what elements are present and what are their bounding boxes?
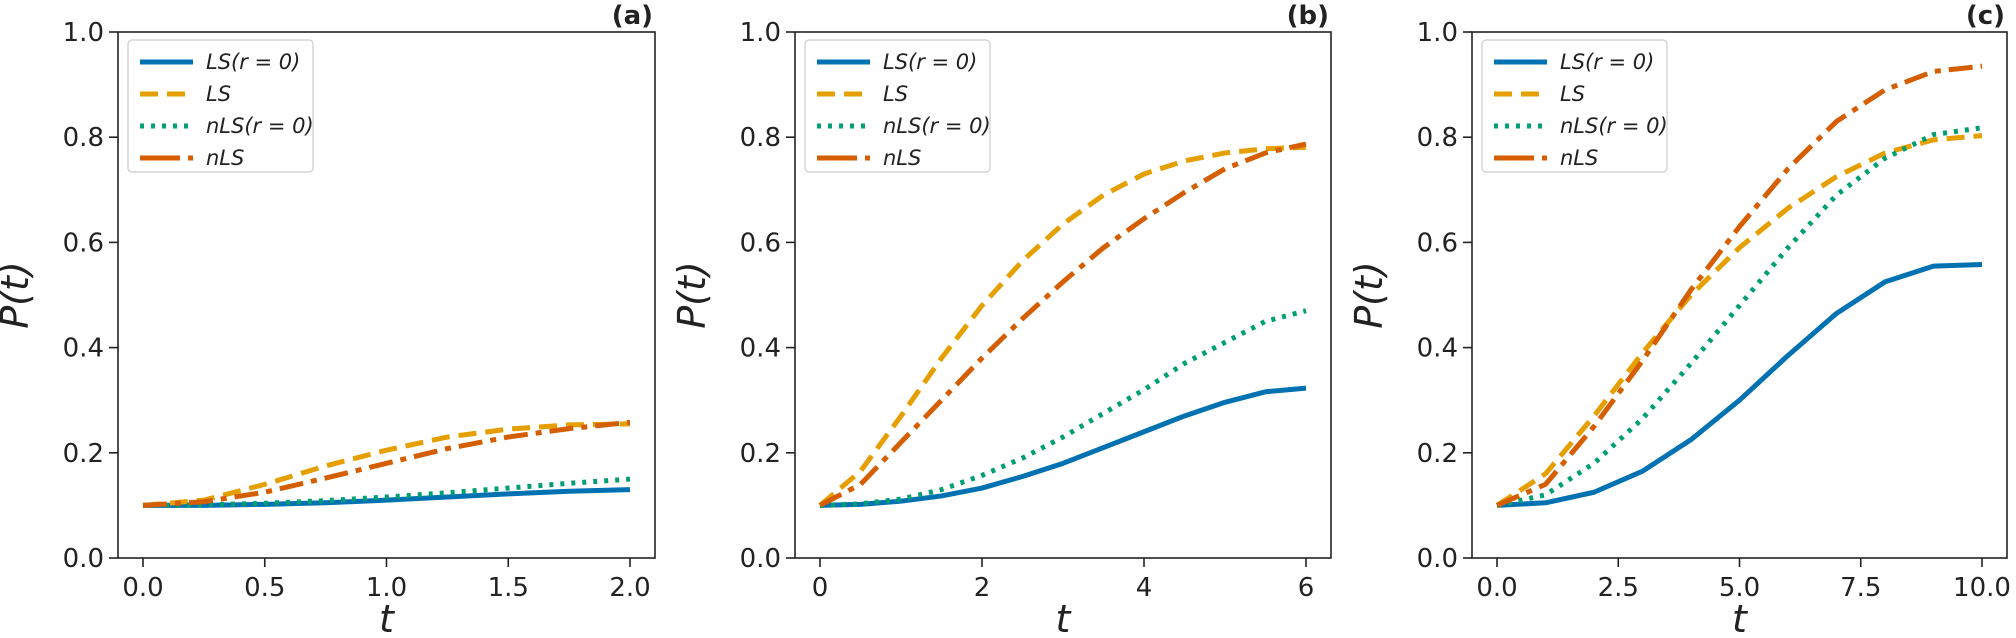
y-tick-label: 0.8 — [740, 123, 781, 153]
y-axis-label: P(t) — [1347, 261, 1391, 328]
series-line — [1495, 133, 1983, 508]
y-tick-label: 0.0 — [740, 544, 781, 574]
y-tick-label: 0.8 — [1417, 123, 1458, 153]
legend-box — [1481, 39, 1668, 173]
legend-label: nLS(r = 0) — [206, 114, 314, 138]
legend-label: LS — [206, 82, 231, 106]
x-tick-label: 0.0 — [1476, 573, 1517, 603]
x-tick-label: 1.5 — [488, 573, 529, 603]
legend-label: LS — [883, 82, 908, 106]
series-line — [818, 144, 1307, 508]
legend-box — [804, 39, 991, 173]
y-tick-label: 0.0 — [1417, 544, 1458, 574]
x-tick-label: 0 — [812, 573, 829, 603]
panel-label: (b) — [1287, 1, 1329, 31]
legend-box — [127, 39, 314, 173]
y-tick-label: 1.0 — [1417, 18, 1458, 48]
y-tick-label: 1.0 — [740, 18, 781, 48]
panel-label: (c) — [1966, 1, 2005, 31]
legend-label: LS(r = 0) — [206, 50, 300, 74]
y-axis-label: P(t) — [0, 261, 37, 328]
x-tick-label: 6 — [1298, 573, 1315, 603]
y-tick-label: 0.4 — [63, 334, 104, 364]
x-axis-label: t — [1056, 597, 1073, 638]
legend-label: nLS — [206, 146, 244, 170]
x-tick-label: 7.5 — [1840, 573, 1881, 603]
series-line — [818, 141, 1307, 508]
series-line — [1496, 261, 1983, 508]
x-tick-label: 1.0 — [366, 573, 407, 603]
series-line — [142, 421, 631, 508]
chart-panel: 0.0 0.2 0.4 0.6 0.8 1.0 0.0 0.5 1.0 1.5 2.0 t P(t) (a… — [0, 1, 656, 638]
legend-label: LS(r = 0) — [883, 50, 977, 74]
y-tick-label: 0.0 — [63, 544, 104, 574]
chart-panel: 0.0 0.2 0.4 0.6 0.8 1.0 0.0 2.5 5.0 7.5 10.0 t P(t) (… — [1347, 1, 2011, 638]
y-tick-label: 0.6 — [1417, 228, 1458, 258]
series-line — [1496, 63, 1983, 508]
x-axis-label: t — [379, 597, 396, 638]
x-tick-label: 0.0 — [122, 573, 163, 603]
y-tick-label: 0.6 — [740, 228, 781, 258]
y-tick-label: 0.4 — [1417, 334, 1458, 364]
y-tick-label: 0.2 — [1417, 439, 1458, 469]
series-line — [142, 476, 631, 508]
x-tick-label: 2.0 — [609, 573, 650, 603]
y-tick-label: 0.2 — [63, 439, 104, 469]
series-line — [1496, 125, 1983, 508]
x-tick-label: 4 — [1136, 573, 1153, 603]
y-axis-label: P(t) — [670, 261, 714, 328]
x-tick-label: 0.5 — [244, 573, 285, 603]
x-axis-label: t — [1732, 597, 1749, 638]
x-tick-label: 10.0 — [1953, 573, 2011, 603]
panel-label: (a) — [612, 1, 653, 31]
series-line — [142, 419, 631, 508]
plot-frame — [794, 31, 1332, 559]
y-tick-label: 0.4 — [740, 334, 781, 364]
legend-label: LS(r = 0) — [1560, 50, 1654, 74]
legend-label: nLS — [1560, 146, 1598, 170]
series-line — [819, 308, 1307, 508]
legend-label: nLS — [883, 146, 921, 170]
y-tick-label: 0.6 — [63, 228, 104, 258]
legend-label: nLS(r = 0) — [883, 114, 991, 138]
y-tick-label: 0.2 — [740, 439, 781, 469]
series-line — [819, 385, 1307, 508]
x-tick-label: 2.5 — [1598, 573, 1639, 603]
legend-label: nLS(r = 0) — [1560, 114, 1668, 138]
series-line — [143, 487, 631, 508]
y-tick-label: 1.0 — [63, 18, 104, 48]
x-tick-label: 2 — [974, 573, 991, 603]
legend-label: LS — [1560, 82, 1585, 106]
chart-panel: 0.0 0.2 0.4 0.6 0.8 1.0 0 2 4 6 t P(t) (b) LS(r = 0) L… — [670, 1, 1332, 638]
y-tick-label: 0.8 — [63, 123, 104, 153]
x-tick-label: 5.0 — [1719, 573, 1760, 603]
